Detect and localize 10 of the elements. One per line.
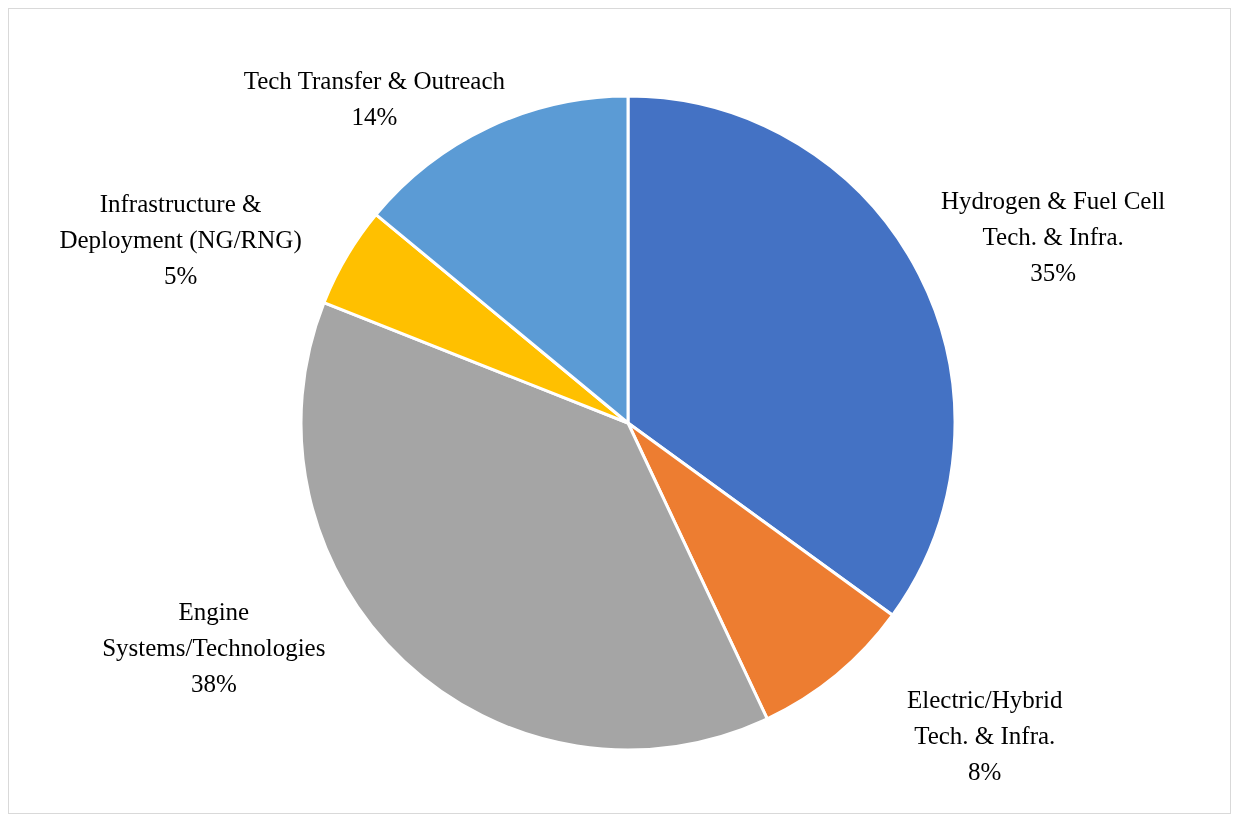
- slice-label: Hydrogen & Fuel Cell Tech. & Infra.: [941, 186, 1166, 250]
- slice-label: Tech Transfer & Outreach: [243, 66, 506, 94]
- slice-label: Infrastructure & Deployment (NG/RNG): [59, 189, 302, 254]
- data-label: 8%: [968, 757, 1002, 785]
- slice-label: Engine Systems/Technologies: [102, 597, 326, 661]
- data-label: 38%: [190, 669, 237, 697]
- data-label: 14%: [351, 102, 398, 130]
- data-label: 35%: [1030, 258, 1077, 286]
- data-label: 5%: [163, 261, 198, 289]
- slice-label: Electric/Hybrid Tech. & Infra.: [907, 685, 1063, 749]
